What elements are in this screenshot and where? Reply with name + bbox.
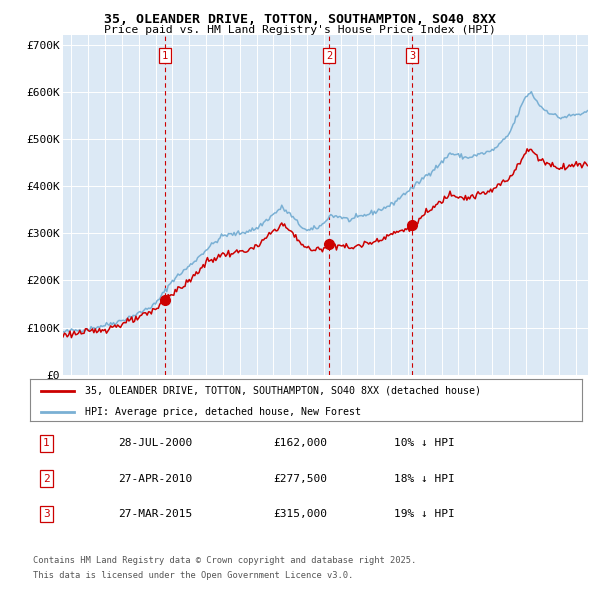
Text: £162,000: £162,000 <box>273 438 327 448</box>
Text: Contains HM Land Registry data © Crown copyright and database right 2025.: Contains HM Land Registry data © Crown c… <box>33 556 416 565</box>
Text: 35, OLEANDER DRIVE, TOTTON, SOUTHAMPTON, SO40 8XX (detached house): 35, OLEANDER DRIVE, TOTTON, SOUTHAMPTON,… <box>85 386 481 396</box>
Text: Price paid vs. HM Land Registry's House Price Index (HPI): Price paid vs. HM Land Registry's House … <box>104 25 496 35</box>
Text: 19% ↓ HPI: 19% ↓ HPI <box>394 509 455 519</box>
Text: £315,000: £315,000 <box>273 509 327 519</box>
Text: 1: 1 <box>43 438 50 448</box>
Text: 2: 2 <box>43 474 50 484</box>
Text: 35, OLEANDER DRIVE, TOTTON, SOUTHAMPTON, SO40 8XX: 35, OLEANDER DRIVE, TOTTON, SOUTHAMPTON,… <box>104 13 496 26</box>
Text: HPI: Average price, detached house, New Forest: HPI: Average price, detached house, New … <box>85 407 361 417</box>
Text: 18% ↓ HPI: 18% ↓ HPI <box>394 474 455 484</box>
Text: 2: 2 <box>326 51 332 61</box>
Text: 28-JUL-2000: 28-JUL-2000 <box>118 438 193 448</box>
Text: 1: 1 <box>162 51 168 61</box>
Text: 27-APR-2010: 27-APR-2010 <box>118 474 193 484</box>
Text: 10% ↓ HPI: 10% ↓ HPI <box>394 438 455 448</box>
Text: This data is licensed under the Open Government Licence v3.0.: This data is licensed under the Open Gov… <box>33 571 353 579</box>
Text: 3: 3 <box>409 51 415 61</box>
Text: 27-MAR-2015: 27-MAR-2015 <box>118 509 193 519</box>
Text: £277,500: £277,500 <box>273 474 327 484</box>
Text: 3: 3 <box>43 509 50 519</box>
